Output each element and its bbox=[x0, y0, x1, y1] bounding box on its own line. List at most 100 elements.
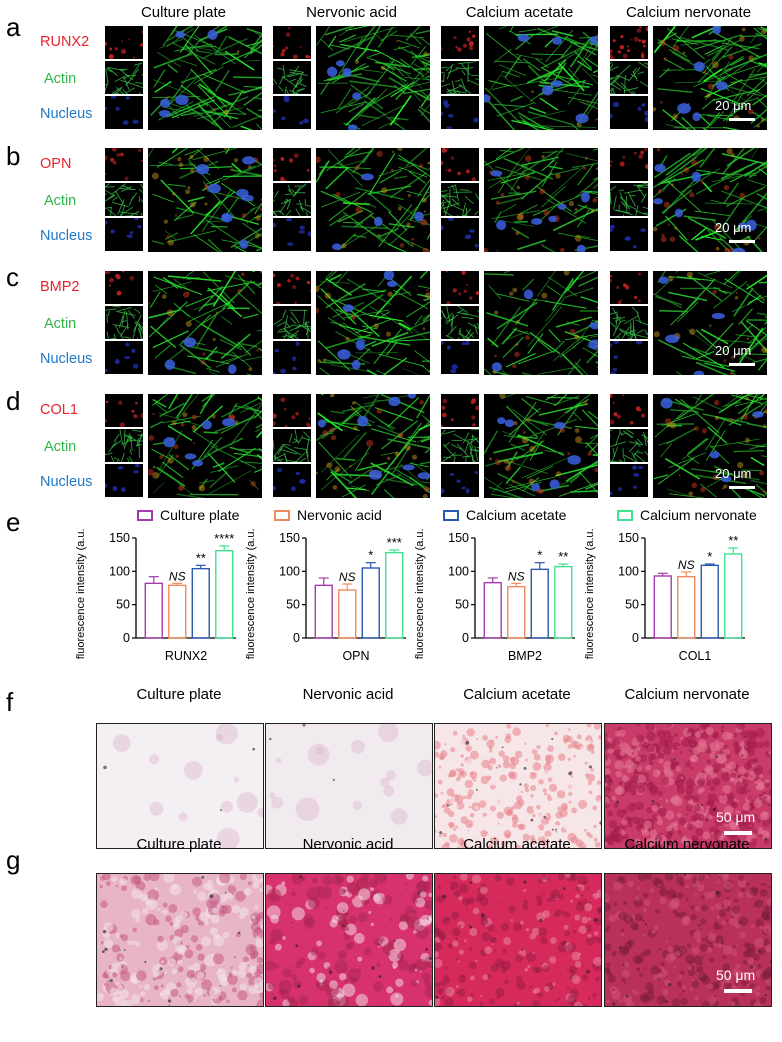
bar bbox=[168, 584, 187, 639]
micrograph-merged bbox=[148, 271, 262, 375]
thumbnail-marker-channel bbox=[105, 148, 143, 181]
stain-micrograph bbox=[265, 723, 433, 849]
thumbnail-marker-channel bbox=[273, 271, 311, 304]
column-title-1: Culture plate bbox=[140, 4, 227, 21]
micrograph-merged bbox=[484, 26, 598, 130]
bar-chart-svg: fluorescence intensity (a.u.) 0 50 100 150 NS… bbox=[584, 525, 745, 663]
stain-micrograph bbox=[604, 873, 772, 1007]
thumbnail-nucleus-channel bbox=[105, 464, 143, 497]
micrograph-merged bbox=[653, 271, 767, 375]
thumbnail-actin-channel bbox=[610, 183, 648, 216]
legend-label: Calcium acetate bbox=[466, 507, 567, 523]
thumbnail-nucleus-channel bbox=[610, 464, 648, 497]
thumbnail-marker-channel bbox=[610, 271, 648, 304]
significance-label: **** bbox=[214, 531, 234, 546]
thumbnail-actin-channel bbox=[441, 306, 479, 339]
thumbnail-nucleus-channel bbox=[105, 341, 143, 374]
bar bbox=[314, 584, 333, 639]
bar bbox=[191, 567, 210, 639]
y-tick-label: 50 bbox=[455, 598, 469, 612]
stain-column-title-3: Calcium acetate bbox=[463, 686, 571, 703]
panel-letter-d: d bbox=[6, 386, 21, 416]
scale-bar bbox=[729, 240, 755, 243]
significance-label: ** bbox=[728, 533, 738, 548]
thumbnail-marker-channel bbox=[610, 394, 648, 427]
bar bbox=[554, 565, 573, 639]
panel-letter-c: c bbox=[6, 262, 19, 292]
thumbnail-nucleus-channel bbox=[610, 96, 648, 129]
micrograph-merged bbox=[148, 26, 262, 130]
bar-chart-svg: fluorescence intensity (a.u.) 0 50 100 150 NS… bbox=[414, 525, 575, 663]
thumbnail-actin-channel bbox=[610, 61, 648, 94]
y-tick-label: 100 bbox=[618, 564, 639, 578]
thumbnail-actin-channel bbox=[441, 61, 479, 94]
significance-label: * bbox=[707, 549, 712, 564]
stain-micrograph bbox=[96, 873, 264, 1007]
bar bbox=[338, 589, 357, 639]
y-axis-label: fluorescence intensity (a.u.) bbox=[75, 528, 87, 659]
thumbnail-marker-channel bbox=[273, 394, 311, 427]
panel-letter-b: b bbox=[6, 141, 21, 171]
x-axis-label: OPN bbox=[342, 649, 369, 663]
y-tick-label: 150 bbox=[448, 531, 469, 545]
y-tick-label: 100 bbox=[279, 564, 300, 578]
bar-chart-bmp2: fluorescence intensity (a.u.) 0 50 100 150 NS… bbox=[401, 525, 581, 676]
bar bbox=[700, 564, 719, 639]
scale-bar bbox=[724, 831, 752, 835]
stain-column-title-4: Calcium nervonate bbox=[624, 836, 750, 853]
y-axis-label: fluorescence intensity (a.u.) bbox=[245, 528, 257, 659]
panel-letter-a: a bbox=[6, 12, 21, 42]
y-tick-label: 150 bbox=[279, 531, 300, 545]
stain-column-title-1: Culture plate bbox=[136, 836, 222, 853]
thumbnail-actin-channel bbox=[105, 61, 143, 94]
column-title-3: Calcium acetate bbox=[465, 4, 574, 21]
thumbnail-actin-channel bbox=[105, 429, 143, 462]
thumbnail-actin-channel bbox=[610, 429, 648, 462]
panel-letter-e: e bbox=[6, 507, 21, 537]
significance-label: * bbox=[537, 548, 542, 563]
bar bbox=[653, 575, 672, 639]
y-tick-label: 50 bbox=[625, 598, 639, 612]
channel-label-opn: OPN bbox=[40, 156, 72, 172]
legend-item-4: Calcium nervonate bbox=[617, 507, 757, 523]
legend-item-2: Nervonic acid bbox=[274, 507, 382, 523]
thumbnail-marker-channel bbox=[273, 26, 311, 59]
channel-label-nucleus: Nucleus bbox=[40, 228, 93, 244]
micrograph-merged bbox=[316, 148, 430, 252]
stain-micrograph bbox=[96, 723, 264, 849]
thumbnail-nucleus-channel bbox=[610, 341, 648, 374]
scale-bar-label: 20 μm bbox=[715, 343, 752, 358]
scale-bar-label: 20 μm bbox=[715, 98, 752, 113]
channel-label-actin: Actin bbox=[44, 439, 77, 455]
thumbnail-marker-channel bbox=[105, 271, 143, 304]
y-tick-label: 100 bbox=[109, 564, 130, 578]
micrograph-merged bbox=[484, 148, 598, 252]
thumbnail-nucleus-channel bbox=[441, 218, 479, 251]
channel-label-nucleus: Nucleus bbox=[40, 106, 93, 122]
x-axis-label: BMP2 bbox=[508, 649, 542, 663]
stain-column-title-4: Calcium nervonate bbox=[624, 686, 750, 703]
bar-chart-svg: fluorescence intensity (a.u.) 0 50 100 150 NS… bbox=[245, 525, 406, 663]
micrograph-merged bbox=[316, 394, 430, 498]
micrograph-merged bbox=[484, 271, 598, 375]
thumbnail-actin-channel bbox=[273, 306, 311, 339]
significance-label: ** bbox=[196, 550, 206, 565]
stain-column-title-1: Culture plate bbox=[136, 686, 222, 703]
thumbnail-marker-channel bbox=[273, 148, 311, 181]
legend-label: Culture plate bbox=[160, 507, 240, 523]
panel-letter-f: f bbox=[6, 687, 14, 717]
scale-bar-label: 20 μm bbox=[715, 220, 752, 235]
y-tick-label: 0 bbox=[123, 631, 130, 645]
significance-label: NS bbox=[339, 570, 356, 584]
x-axis-label: RUNX2 bbox=[165, 649, 207, 663]
significance-label: ** bbox=[558, 549, 568, 564]
micrograph-merged bbox=[148, 394, 262, 498]
thumbnail-actin-channel bbox=[273, 61, 311, 94]
scale-bar-label: 50 μm bbox=[716, 809, 756, 825]
thumbnail-nucleus-channel bbox=[273, 341, 311, 374]
stain-column-title-3: Calcium acetate bbox=[463, 836, 571, 853]
thumbnail-actin-channel bbox=[105, 183, 143, 216]
channel-label-bmp2: BMP2 bbox=[40, 279, 80, 295]
significance-label: * bbox=[368, 548, 373, 563]
significance-label: *** bbox=[387, 535, 402, 550]
